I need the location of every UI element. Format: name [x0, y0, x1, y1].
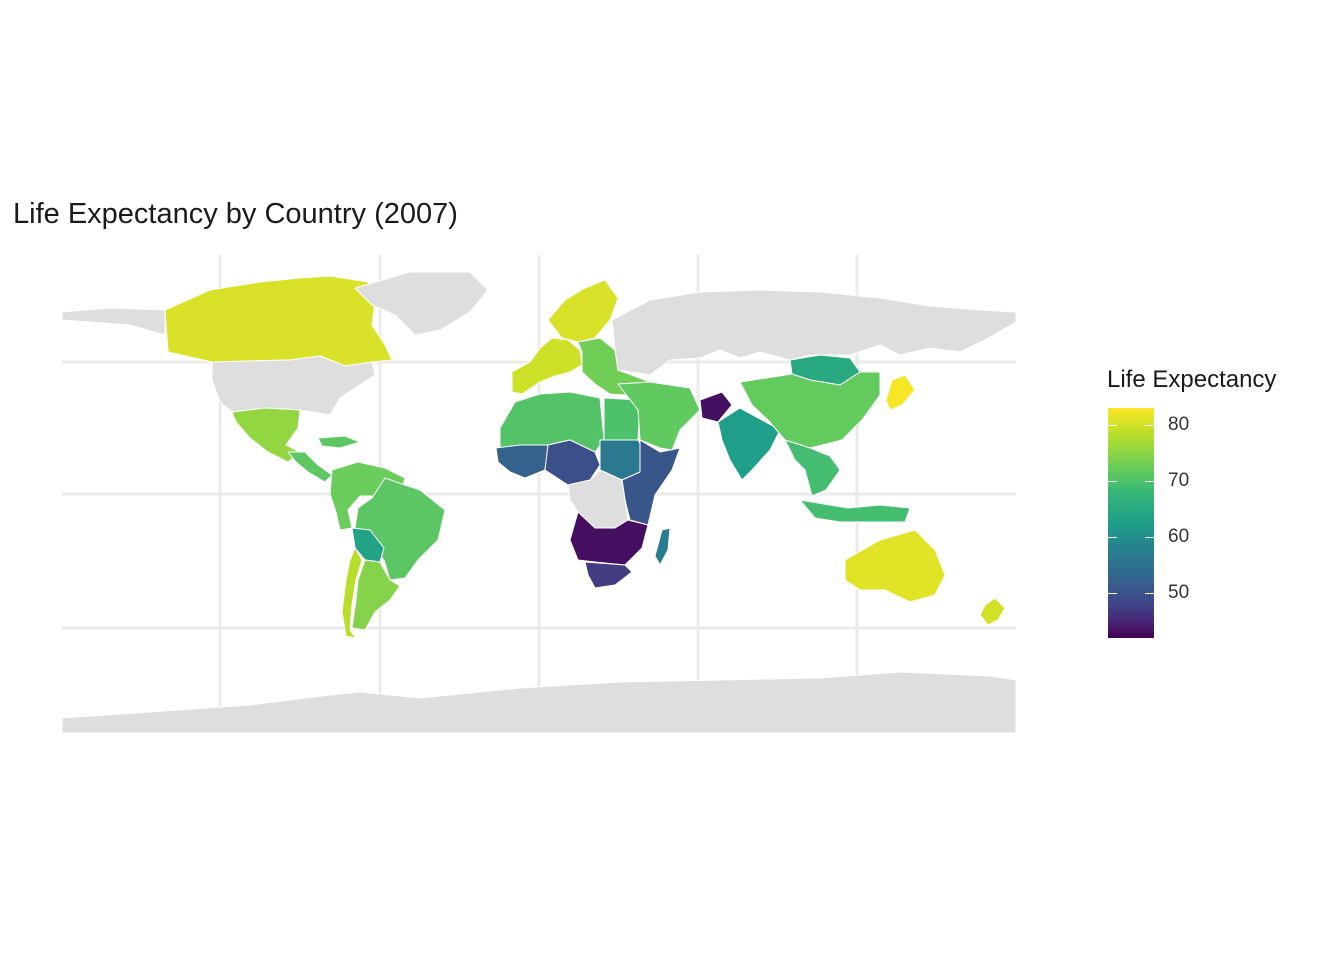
region-argentina — [351, 559, 401, 631]
region-brazil — [354, 477, 446, 581]
region-sahel — [544, 439, 601, 486]
legend-colorbar — [1108, 408, 1154, 638]
region-indonesia — [799, 499, 911, 523]
region-middle-east — [617, 381, 701, 451]
legend-title: Life Expectancy — [1107, 366, 1277, 393]
region-west-africa — [495, 444, 549, 479]
region-southern-africa — [569, 511, 649, 566]
region-russia — [611, 289, 1017, 376]
map-title: Life Expectancy by Country (2007) — [13, 198, 458, 230]
region-southeast-asia — [784, 439, 841, 497]
legend-tick-label: 60 — [1168, 526, 1190, 548]
region-central-america — [287, 435, 361, 483]
region-western-europe — [511, 337, 583, 395]
region-afghanistan — [699, 391, 733, 423]
country-layer — [61, 271, 1017, 734]
region-north-africa — [499, 391, 605, 453]
region-scandinavia — [547, 279, 619, 343]
region-japan — [885, 374, 916, 411]
region-antarctica — [61, 671, 1017, 734]
legend-tick-label: 70 — [1168, 469, 1190, 491]
region-india — [717, 407, 781, 481]
region-madagascar — [654, 527, 671, 566]
legend-tick-label: 50 — [1168, 582, 1190, 604]
region-chile — [341, 547, 363, 639]
region-greenland — [354, 271, 489, 336]
region-south-africa — [584, 561, 633, 589]
region-usa — [61, 307, 376, 416]
region-china — [739, 371, 881, 449]
region-new-zealand — [979, 597, 1006, 626]
legend-tick-label: 80 — [1168, 413, 1190, 435]
region-australia — [844, 529, 946, 603]
